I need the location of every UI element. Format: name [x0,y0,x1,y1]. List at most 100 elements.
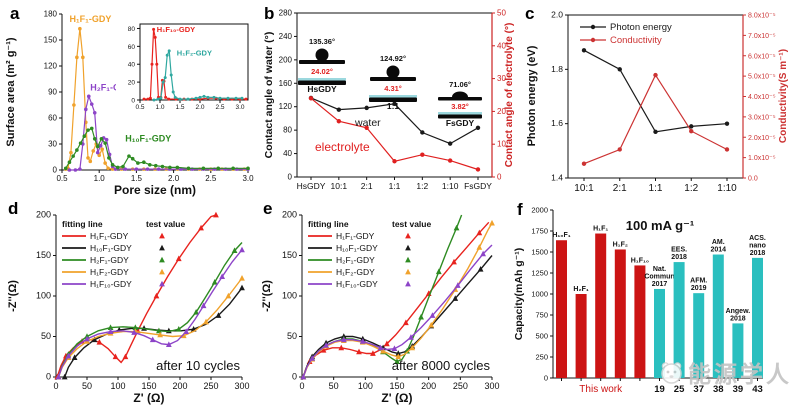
capacity-bar [693,293,705,378]
curve-label: H₁₀F₁-GDY [125,133,171,143]
sample-name: FsGDY [446,118,475,128]
c-x-tick-label: 2:1 [613,183,627,194]
chart-text: 2.5 [205,174,217,183]
data-marker [152,27,156,31]
data-marker [148,96,152,100]
data-marker [244,97,248,101]
data-marker [100,147,104,151]
bar-label: H₁F₁ [593,226,608,233]
sample-name: 1:1 [387,101,400,111]
data-marker [121,164,125,169]
chart-text: 1.8 [551,64,563,74]
bar-ref-number: 25 [674,384,685,395]
panel-c-photon-energy-chart: 1.4 1.6 1.8 2.0 0.0 1.0x10⁻⁵ 2.0x10⁻⁵ 3.0x10⁻⁵ 4… [526,10,789,195]
panel-label-c: c [525,4,535,23]
data-marker [103,141,107,145]
chart-text: 100 [358,381,373,391]
data-marker [78,167,82,171]
data-marker [309,355,316,361]
series-line [583,73,728,165]
data-marker [165,341,172,347]
data-marker [405,268,411,275]
data-marker [183,328,190,335]
panel-label-f: f [517,200,523,219]
electrolyte-angle-value: 3.82° [451,102,469,111]
data-marker [107,328,114,335]
b-left-axis-title: Contact angle of water (°) [263,32,275,159]
data-marker [157,331,164,338]
b-x-tick-label: 10:1 [331,181,348,191]
data-marker [364,105,369,111]
data-marker [477,266,484,272]
chart-text: 50 [41,331,51,341]
data-marker [89,102,94,106]
data-marker [142,160,146,164]
panda-logo-icon [661,361,682,384]
chart-text: 100 [36,291,51,301]
data-marker [186,166,191,171]
data-marker [402,319,409,326]
data-marker [408,334,414,340]
chart-text: 0.5 [135,104,144,111]
chart-text: 2.5 [215,104,224,111]
data-marker [216,166,221,171]
chart-text: 40 [497,41,506,50]
panel-label-a: a [10,4,20,23]
data-marker [405,256,411,263]
data-marker [91,149,96,153]
data-marker [420,152,425,157]
data-marker [107,156,111,160]
chart-text: 200 [36,210,51,220]
electrolyte-angle-value: 4.31° [384,84,402,93]
data-marker [447,141,453,146]
data-marker [724,147,730,152]
bar-label: 2018 [730,315,746,322]
data-marker [116,165,120,170]
data-marker [75,148,79,152]
data-marker [203,318,209,325]
data-marker [104,137,109,142]
data-marker [689,128,694,134]
curve-label: H₁F₁-GDY [69,14,111,24]
data-marker [98,143,103,148]
data-marker [338,344,345,351]
chart-text: 60 [128,44,136,51]
data-marker [63,166,68,171]
data-marker [194,96,198,100]
panel-b-contact-angle-chart: 0 40 80 120 160 200 240 280 0 10 20 30 40 50 HsGDY 10:1… [263,9,515,192]
chart-text: 250 [453,381,468,391]
data-marker [156,97,160,101]
data-marker [308,96,314,101]
bar-label: nano [749,242,766,249]
chart-text: 0 [131,98,135,105]
test-H₁F₂-GDY [300,219,495,380]
data-marker [169,73,173,77]
chart-text: 1.0 [94,174,106,183]
chart-text: 3.0 [235,104,244,111]
data-marker [231,247,238,254]
legend-header-fitting: fitting line [308,219,349,229]
chart-text: 120 [44,62,58,71]
panel-label-e: e [263,199,273,218]
x-axis-title: Z' (Ω) [133,391,164,405]
data-marker [246,166,250,171]
data-marker [364,125,369,130]
data-marker [163,76,167,80]
b-x-tick-label: 1:10 [442,181,459,191]
chart-text: 100 [282,291,297,301]
data-marker [110,167,115,171]
data-marker [480,250,487,257]
data-marker [435,268,442,275]
data-marker [127,154,131,158]
c-legend-item: Conductivity [610,35,662,46]
chart-text: 40 [128,62,136,69]
data-marker [175,255,182,262]
chart-text: 200 [172,381,187,391]
bar-label: Commun [644,273,674,280]
data-marker [96,338,103,345]
chart-text: 90 [48,88,57,97]
b-x-tick-label: HsGDY [297,181,326,191]
chart-text: 250 [203,381,218,391]
data-marker [489,219,495,226]
